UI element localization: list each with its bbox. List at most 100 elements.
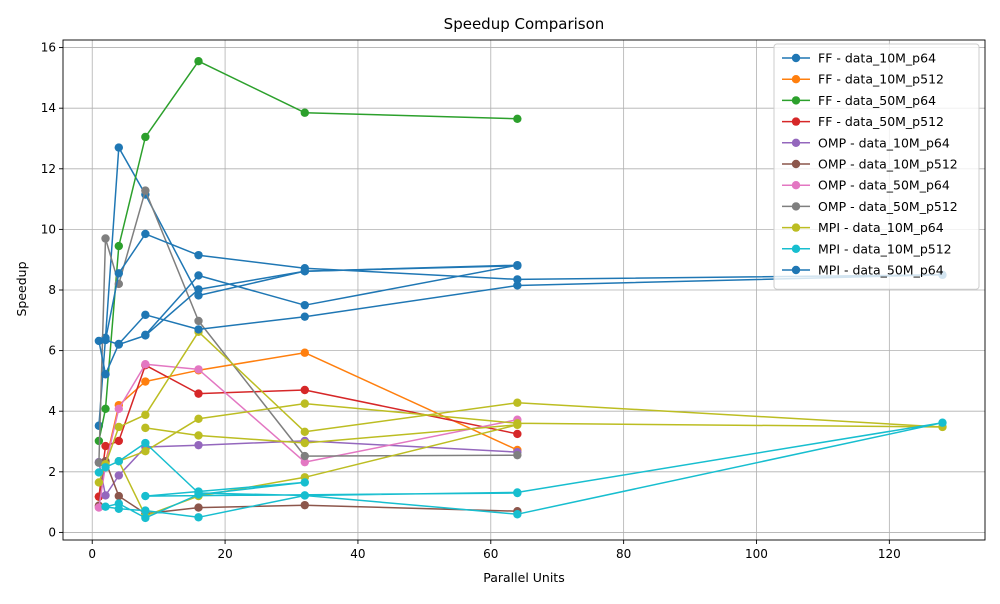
data-point	[141, 360, 150, 369]
data-point	[194, 291, 203, 300]
data-point	[101, 404, 110, 413]
data-point	[114, 471, 123, 480]
data-point	[141, 438, 150, 448]
data-point	[94, 468, 104, 477]
x-tick-label: 100	[745, 547, 768, 561]
x-tick-label: 40	[350, 547, 365, 561]
data-point	[194, 414, 203, 423]
legend-item: FF - data_10M_p64	[782, 51, 936, 66]
data-point	[114, 241, 123, 251]
legend-item: FF - data_50M_p512	[782, 114, 944, 129]
data-point	[513, 260, 522, 270]
series-4	[94, 436, 522, 500]
legend-item: OMP - data_50M_p64	[782, 178, 950, 193]
ticks: 0 20 40 60 80 100 120 0 2 4 6 8 10 12 14 16	[41, 41, 901, 561]
data-point	[194, 285, 203, 294]
legend-swatch-marker	[791, 75, 801, 84]
x-tick-label: 60	[483, 547, 498, 561]
legend-label: MPI - data_10M_p512	[818, 241, 952, 256]
y-tick-label: 16	[41, 41, 56, 55]
data-point	[141, 513, 150, 523]
legend-swatch-marker	[791, 53, 801, 63]
data-point	[300, 267, 309, 276]
y-tick-label: 2	[48, 465, 56, 479]
data-point	[114, 499, 123, 508]
data-point	[194, 250, 203, 260]
data-point	[141, 423, 150, 433]
data-point	[141, 447, 150, 456]
series-6	[94, 360, 522, 512]
series-line	[98, 440, 518, 497]
legend-label: FF - data_50M_p512	[818, 114, 944, 129]
legend-label: OMP - data_10M_p64	[818, 135, 950, 150]
y-tick-label: 10	[41, 222, 56, 236]
series-2	[94, 57, 522, 446]
data-point	[194, 487, 203, 496]
legend-item: MPI - data_10M_p512	[782, 241, 952, 256]
data-point	[194, 503, 203, 512]
x-tick-label: 20	[217, 547, 232, 561]
legend-swatch-marker	[791, 223, 801, 232]
legend-item: FF - data_10M_p512	[782, 72, 944, 87]
data-point	[194, 513, 203, 522]
series-9	[94, 418, 947, 523]
data-point	[194, 316, 203, 326]
series-line	[98, 331, 944, 517]
legend-swatch-marker	[791, 202, 801, 211]
data-point	[101, 441, 110, 451]
data-point	[101, 370, 110, 379]
data-point	[513, 275, 522, 284]
data-point	[101, 335, 110, 345]
legend-item: FF - data_50M_p64	[782, 93, 936, 108]
legend-label: FF - data_10M_p64	[818, 51, 936, 66]
legend-item: MPI - data_50M_p64	[782, 263, 944, 278]
data-point	[141, 491, 150, 501]
plot-area	[94, 57, 947, 523]
data-point	[300, 427, 309, 437]
y-tick-label: 4	[48, 404, 56, 418]
legend-swatch-marker	[791, 96, 801, 105]
data-point	[94, 478, 104, 487]
data-point	[94, 458, 104, 467]
legend-swatch-marker	[791, 159, 801, 169]
series-line	[98, 233, 944, 375]
data-point	[114, 269, 123, 278]
x-tick-label: 0	[88, 547, 96, 561]
legend-swatch-marker	[791, 244, 801, 253]
legend-item: OMP - data_50M_p512	[782, 199, 958, 214]
data-point	[513, 488, 522, 498]
series-line	[98, 146, 518, 426]
y-tick-label: 14	[41, 101, 56, 115]
series-0	[94, 143, 522, 430]
data-point	[101, 234, 110, 243]
x-tick-label: 80	[616, 547, 631, 561]
data-point	[114, 491, 123, 501]
data-point	[114, 340, 123, 349]
data-point	[300, 348, 309, 357]
data-point	[513, 510, 522, 519]
series-line	[98, 363, 518, 508]
legend-swatch-marker	[791, 265, 801, 275]
data-point	[300, 385, 309, 395]
legend-label: MPI - data_50M_p64	[818, 263, 944, 278]
data-point	[94, 336, 104, 346]
data-point	[194, 57, 203, 66]
x-axis-label: Parallel Units	[483, 570, 564, 585]
legend-swatch-marker	[791, 138, 801, 147]
data-point	[194, 365, 203, 374]
y-tick-label: 8	[48, 283, 56, 297]
legend-box	[773, 43, 980, 290]
data-point	[194, 431, 203, 440]
series-10	[94, 229, 947, 379]
data-point	[141, 330, 150, 340]
legend-item: OMP - data_10M_p512	[782, 157, 958, 172]
data-point	[300, 500, 309, 510]
data-point	[194, 389, 203, 398]
data-point	[101, 502, 110, 511]
data-point	[300, 438, 309, 448]
data-point	[141, 310, 150, 320]
data-point	[300, 108, 309, 117]
x-tick-label: 120	[878, 547, 901, 561]
data-point	[194, 325, 203, 334]
